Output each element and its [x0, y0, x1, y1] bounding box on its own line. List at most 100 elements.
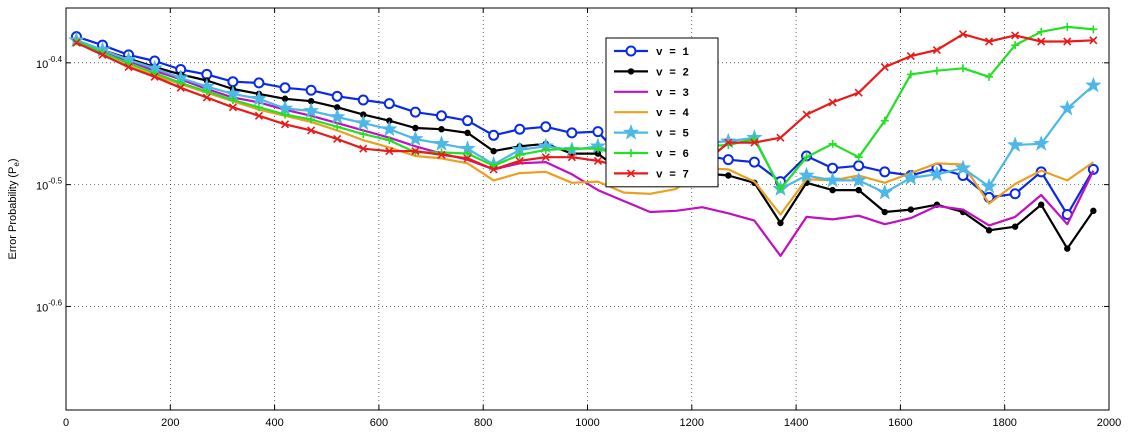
- dot-marker: [881, 208, 888, 216]
- plus-marker: [72, 37, 81, 46]
- x-tick-label: 600: [370, 417, 388, 429]
- plus-marker: [567, 144, 576, 153]
- y-tick-exponent: -0.5: [48, 177, 62, 186]
- plus-marker: [1063, 22, 1072, 31]
- dot-marker: [281, 95, 289, 102]
- legend-label: v = 5: [656, 129, 689, 141]
- circle-marker: [592, 126, 604, 138]
- legend-label: v = 2: [656, 67, 689, 79]
- x-marker: [254, 111, 264, 120]
- y-tick-label: 10-0.5: [36, 177, 63, 193]
- plus-marker: [1011, 41, 1020, 50]
- y-tick-label: 10-0.4: [36, 55, 63, 71]
- x-marker: [463, 154, 472, 163]
- y-tick-base: 10: [36, 302, 48, 314]
- x-marker: [280, 120, 290, 129]
- y-tick-base: 10: [36, 59, 48, 71]
- x-tick-label: 200: [161, 417, 179, 429]
- series-4: [75, 40, 1095, 216]
- x-marker: [333, 134, 342, 144]
- plus-marker: [985, 72, 994, 81]
- series-6: [72, 22, 1098, 193]
- x-tick-label: 800: [474, 417, 492, 429]
- star-marker: [328, 108, 346, 125]
- plus-marker: [906, 70, 915, 79]
- star-marker: [354, 114, 372, 131]
- x-marker: [359, 144, 368, 153]
- circle-marker: [514, 123, 526, 135]
- x-marker: [880, 63, 889, 72]
- x-marker: [307, 126, 316, 135]
- x-marker: [828, 98, 837, 107]
- plus-marker: [307, 115, 316, 124]
- x-marker: [124, 63, 133, 72]
- plus-marker: [385, 136, 394, 145]
- star-marker: [1006, 136, 1024, 153]
- circle-marker: [435, 110, 447, 122]
- dot-marker: [333, 104, 341, 111]
- series-line-7: [75, 33, 1094, 177]
- circle-marker: [748, 156, 760, 168]
- dot-marker: [1038, 201, 1045, 208]
- dot-marker: [1090, 207, 1097, 215]
- x-marker: [202, 93, 211, 102]
- x-marker: [515, 156, 524, 165]
- x-marker: [750, 138, 759, 147]
- circle-marker: [827, 162, 839, 174]
- circle-marker: [331, 90, 343, 102]
- legend-item: v = 5: [614, 123, 689, 141]
- plus-marker: [776, 184, 785, 193]
- dot-marker: [627, 68, 635, 75]
- dot-marker: [307, 97, 315, 105]
- circle-marker: [279, 82, 291, 94]
- legend-label: v = 4: [656, 108, 689, 120]
- dot-marker: [490, 147, 497, 155]
- legend-item: v = 4: [614, 108, 689, 120]
- dot-marker: [1011, 223, 1019, 230]
- circle-marker: [853, 160, 865, 172]
- plus-marker: [802, 153, 811, 162]
- x-marker: [228, 103, 237, 112]
- x-marker: [626, 169, 636, 178]
- legend-item: v = 2: [614, 67, 689, 79]
- x-marker: [1063, 37, 1072, 46]
- plus-marker: [932, 66, 941, 75]
- x-marker: [72, 38, 81, 47]
- x-tick-label: 0: [63, 417, 69, 429]
- x-marker: [593, 156, 602, 165]
- x-tick-label: 1800: [992, 417, 1016, 429]
- x-tick-label: 1200: [680, 417, 704, 429]
- star-marker: [954, 159, 972, 176]
- series-7: [72, 30, 1098, 180]
- series-line-6: [75, 25, 1094, 190]
- circle-marker: [227, 76, 239, 88]
- x-marker: [1011, 31, 1020, 40]
- x-marker: [906, 52, 915, 61]
- dot-marker: [985, 227, 993, 234]
- y-axis-label-close: ): [7, 158, 19, 162]
- plus-marker: [515, 150, 524, 159]
- series-group: [68, 22, 1102, 257]
- plus-marker: [463, 149, 472, 158]
- circle-marker: [305, 84, 317, 96]
- dot-marker: [1064, 245, 1071, 252]
- plus-marker: [228, 95, 237, 104]
- x-marker: [932, 45, 941, 55]
- x-marker: [489, 165, 498, 174]
- circle-marker: [357, 94, 369, 106]
- x-marker: [854, 88, 863, 97]
- plus-marker: [627, 149, 635, 157]
- legend-item: v = 3: [614, 88, 689, 100]
- star-marker: [302, 102, 320, 119]
- legend-label: v = 7: [656, 169, 689, 181]
- x-marker: [724, 138, 733, 147]
- legend-label: v = 6: [656, 149, 689, 161]
- series-2: [73, 37, 1097, 252]
- x-marker: [98, 50, 107, 59]
- x-marker: [150, 72, 159, 81]
- axis-ticks: 0 200 400 600 800 1000 1200 1400 1600 1800 200010-…: [36, 8, 1121, 429]
- x-marker: [567, 153, 576, 162]
- plus-marker: [1089, 25, 1098, 34]
- series-1: [70, 31, 1099, 220]
- plus-marker: [1037, 27, 1046, 36]
